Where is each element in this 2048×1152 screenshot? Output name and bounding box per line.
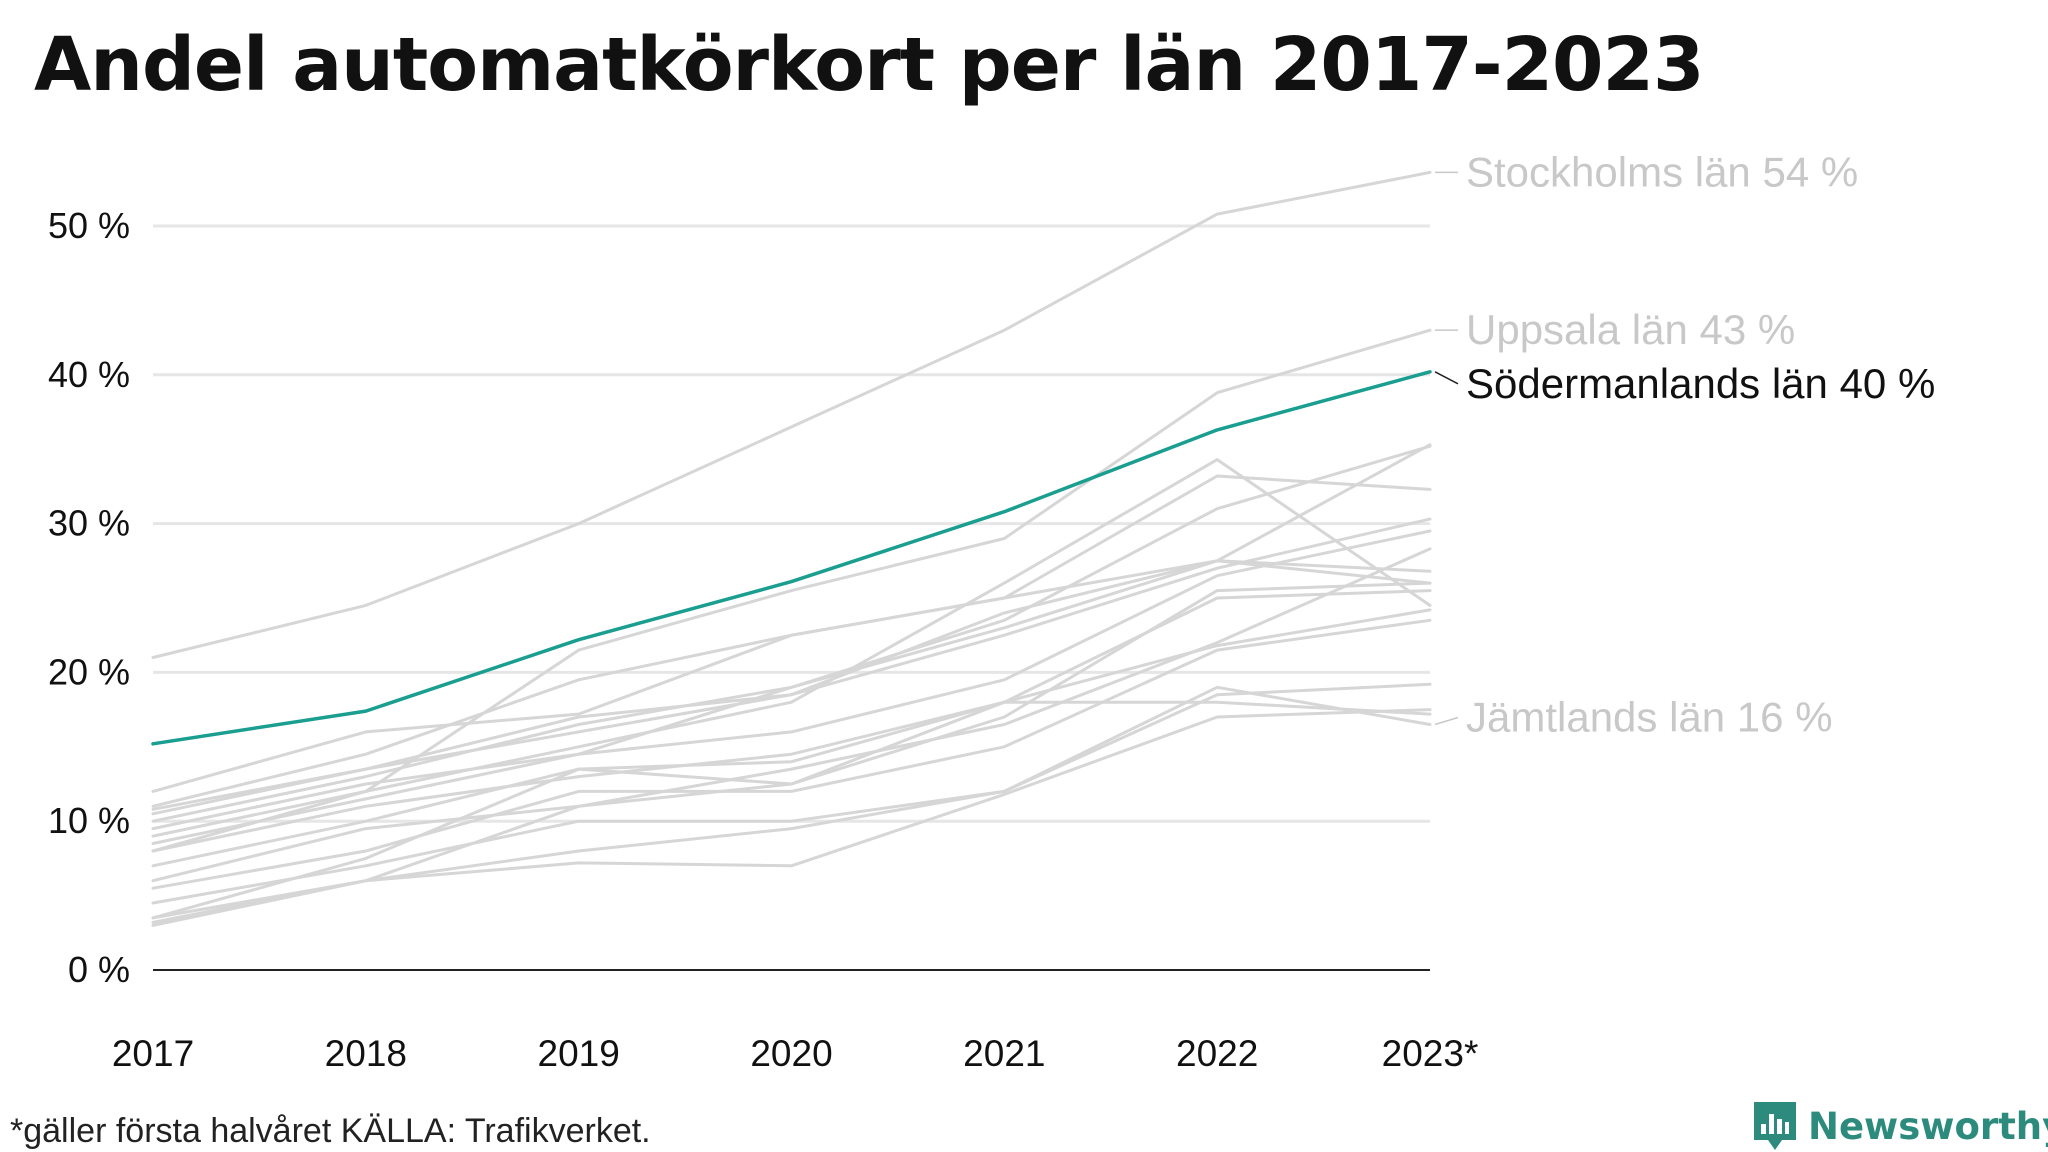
y-tick-label: 10 % bbox=[48, 800, 130, 841]
y-tick-label: 50 % bbox=[48, 205, 130, 246]
series-end-label: Södermanlands län 40 % bbox=[1466, 360, 1935, 407]
series-end-label: Jämtlands län 16 % bbox=[1466, 693, 1833, 740]
series-line-stockholms-län bbox=[151, 170, 1432, 659]
series-line-län-10 bbox=[151, 559, 1432, 793]
x-tick-label: 2022 bbox=[1176, 1033, 1258, 1074]
x-tick-label: 2023* bbox=[1382, 1033, 1479, 1074]
series-line-södermanlands-län bbox=[151, 370, 1432, 746]
x-tick-label: 2017 bbox=[112, 1033, 194, 1074]
series-end-label: Stockholms län 54 % bbox=[1466, 148, 1858, 195]
x-axis-tick-labels: 2017 2018 2019 2020 2021 2022 2023* bbox=[112, 1033, 1479, 1074]
series-lines bbox=[151, 170, 1432, 927]
series-line-län-14 bbox=[151, 547, 1432, 883]
newsworthy-bar-chart-icon bbox=[1754, 1102, 1796, 1150]
x-tick-label: 2019 bbox=[538, 1033, 620, 1074]
newsworthy-logo[interactable]: Newsworthy bbox=[1752, 1100, 2048, 1152]
series-line-län-18 bbox=[151, 608, 1432, 920]
series-line-län-15 bbox=[151, 618, 1432, 890]
y-tick-label: 20 % bbox=[48, 651, 130, 692]
x-tick-label: 2021 bbox=[963, 1033, 1045, 1074]
x-tick-label: 2020 bbox=[750, 1033, 832, 1074]
series-line-län-16 bbox=[151, 682, 1432, 905]
newsworthy-wordmark: Newsworthy bbox=[1808, 1104, 2048, 1148]
footnote: *gäller första halvåret KÄLLA: Trafikver… bbox=[10, 1112, 651, 1150]
chart-title: Andel automatkörkort per län 2017-2023 bbox=[34, 22, 1705, 108]
series-end-label: Uppsala län 43 % bbox=[1466, 306, 1795, 353]
series-line-län-20 bbox=[151, 700, 1432, 927]
series-end-labels: Stockholms län 54 % Uppsala län 43 % Söder… bbox=[1434, 148, 1935, 740]
series-line-län-8 bbox=[151, 444, 1432, 845]
label-leader-line bbox=[1434, 371, 1459, 385]
y-axis-tick-labels: 0 % 10 % 20 % 30 % 40 % 50 % bbox=[48, 205, 130, 990]
series-line-län-12 bbox=[151, 589, 1432, 853]
series-line-län-11 bbox=[151, 529, 1432, 831]
y-tick-label: 30 % bbox=[48, 503, 130, 544]
series-line-län-7 bbox=[151, 458, 1432, 838]
y-tick-label: 0 % bbox=[68, 949, 130, 990]
series-line-län-13 bbox=[151, 581, 1432, 868]
x-tick-label: 2018 bbox=[325, 1033, 407, 1074]
label-leader-line bbox=[1434, 716, 1459, 726]
y-tick-label: 40 % bbox=[48, 354, 130, 395]
series-line-län-19 bbox=[151, 559, 1432, 811]
